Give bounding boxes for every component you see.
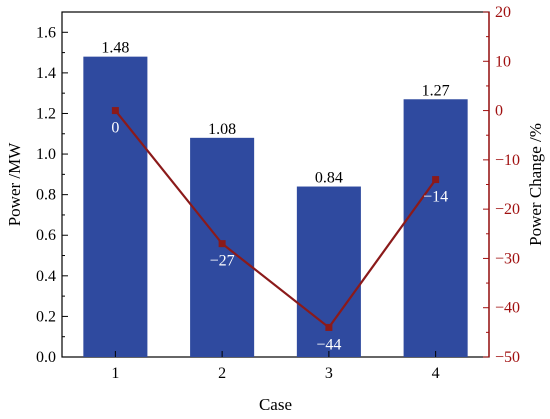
y2-tick-label: 10 [495, 53, 511, 70]
line-marker [432, 176, 440, 184]
y2-tick-label: −40 [495, 300, 520, 317]
x-tick-label: 2 [218, 365, 226, 382]
y-axis-title: Power /MW [5, 142, 24, 227]
y-tick-label: 1.0 [36, 146, 56, 163]
y-tick-label: 0.2 [36, 308, 56, 325]
bar-value-label: 1.48 [101, 40, 129, 57]
x-tick-label: 1 [111, 365, 119, 382]
line-marker [325, 323, 333, 331]
y-tick-label: 0.6 [36, 227, 56, 244]
x-tick-label: 4 [432, 365, 440, 382]
line-value-label: −27 [210, 253, 235, 270]
y-tick-label: 0.0 [36, 349, 56, 366]
line-value-label: 0 [111, 120, 119, 137]
y2-tick-label: −10 [495, 152, 520, 169]
bar [403, 99, 468, 357]
x-tick-label: 3 [325, 365, 333, 382]
y2-axis-title: Power Change /% [526, 123, 545, 246]
line-marker [218, 240, 226, 248]
y2-tick-label: 20 [495, 4, 511, 21]
bar [83, 56, 148, 357]
line-value-label: −44 [316, 336, 341, 353]
y-tick-label: 1.4 [36, 65, 56, 82]
line-value-label: −14 [423, 189, 448, 206]
y-tick-label: 0.8 [36, 187, 56, 204]
y2-tick-label: −20 [495, 201, 520, 218]
y-tick-label: 1.6 [36, 24, 56, 41]
bar [190, 137, 255, 357]
line-series-group: 0 −27 −44 −14 [111, 107, 448, 353]
line-marker [111, 107, 119, 115]
y2-tick-label: 0 [495, 103, 503, 120]
bar [296, 186, 361, 357]
y2-tick-label: −30 [495, 250, 520, 267]
y-tick-label: 1.2 [36, 105, 56, 122]
bars-group: 1.48 1.08 0.84 1.27 [83, 40, 468, 357]
bar-value-label: 0.84 [315, 170, 343, 187]
power-change-line [114, 109, 437, 330]
bar-value-label: 1.08 [208, 121, 236, 138]
axes-group: 0.0 0.2 0.4 0.6 0.8 1.0 1.2 1.4 1.6 −50 −40 −30 −20 −… [36, 4, 520, 382]
x-axis-title: Case [259, 395, 292, 414]
y2-tick-label: −50 [495, 349, 520, 366]
bar-value-label: 1.27 [422, 82, 450, 99]
y-tick-label: 0.4 [36, 268, 56, 285]
